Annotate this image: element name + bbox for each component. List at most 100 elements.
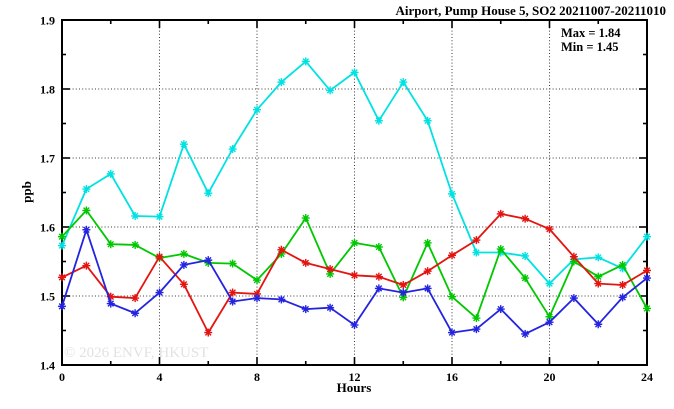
data-point-marker	[301, 214, 310, 223]
x-tick-label: 20	[544, 370, 556, 384]
data-point-marker	[569, 294, 578, 303]
data-point-marker	[545, 318, 554, 327]
data-point-marker	[58, 273, 66, 282]
data-point-marker	[399, 280, 408, 289]
data-point-marker	[58, 232, 66, 241]
data-point-marker	[643, 274, 651, 283]
data-point-marker	[496, 209, 505, 218]
data-point-marker	[131, 240, 140, 249]
series-blue	[58, 225, 651, 338]
x-tick-label: 24	[641, 370, 653, 384]
y-tick-label: 1.4	[40, 359, 55, 373]
plot-border	[61, 19, 648, 366]
data-point-marker	[82, 225, 91, 234]
data-point-marker	[350, 238, 359, 247]
data-point-marker	[496, 305, 505, 314]
data-point-marker	[448, 251, 456, 260]
data-point-marker	[228, 297, 237, 306]
data-point-marker	[228, 259, 237, 268]
data-point-marker	[204, 328, 213, 337]
data-point-marker	[131, 309, 140, 318]
data-point-marker	[521, 329, 530, 338]
data-point-marker	[179, 280, 188, 289]
x-tick-label: 12	[349, 370, 361, 384]
plot-frame	[61, 19, 648, 366]
data-point-marker	[301, 258, 310, 267]
data-point-marker	[448, 292, 456, 301]
max-annotation: Max = 1.84	[561, 26, 621, 40]
data-point-marker	[643, 304, 651, 313]
data-point-marker	[374, 116, 383, 125]
data-point-marker	[131, 211, 140, 220]
data-point-marker	[521, 214, 530, 223]
data-point-marker	[277, 295, 286, 304]
x-tick-label: 4	[157, 370, 163, 384]
data-point-marker	[594, 320, 603, 329]
data-point-marker	[106, 240, 115, 249]
data-point-marker	[521, 251, 530, 260]
data-point-marker	[472, 248, 481, 257]
data-point-marker	[179, 249, 188, 258]
data-point-marker	[277, 245, 286, 254]
data-point-marker	[106, 299, 115, 308]
data-point-marker	[301, 305, 310, 314]
series-red	[58, 209, 651, 337]
data-point-marker	[423, 238, 432, 247]
watermark: © 2026 ENVF, HKUST	[64, 345, 208, 361]
data-point-marker	[179, 260, 188, 269]
data-point-marker	[179, 140, 188, 149]
data-point-marker	[155, 212, 164, 221]
data-point-marker	[399, 78, 408, 87]
data-point-marker	[423, 116, 432, 125]
data-point-marker	[618, 293, 627, 302]
data-point-marker	[350, 68, 359, 77]
data-point-marker	[253, 105, 261, 114]
data-series	[58, 57, 651, 338]
data-point-marker	[350, 271, 359, 280]
data-point-marker	[82, 185, 91, 194]
data-point-marker	[545, 279, 554, 288]
tick-labels: 1.4 1.5 1.6 1.7 1.8 1.9 0 4 8 12 16 20 24	[40, 14, 653, 385]
x-tick-label: 0	[59, 370, 65, 384]
data-point-marker	[155, 252, 164, 261]
data-point-marker	[58, 302, 66, 311]
data-point-marker	[472, 314, 481, 323]
data-point-marker	[204, 256, 213, 265]
gridlines	[63, 21, 646, 364]
y-axis-title: ppb	[19, 181, 34, 203]
data-point-marker	[618, 260, 627, 269]
y-tick-label: 1.6	[40, 221, 55, 235]
data-point-marker	[374, 272, 383, 281]
data-point-marker	[277, 78, 286, 87]
data-point-marker	[594, 253, 603, 262]
chart-title: Airport, Pump House 5, SO2 20211007-2021…	[396, 3, 667, 18]
data-point-marker	[253, 276, 261, 285]
data-point-marker	[594, 279, 603, 288]
data-point-marker	[472, 236, 481, 245]
data-point-marker	[253, 294, 261, 303]
y-tick-label: 1.7	[40, 152, 55, 166]
data-point-marker	[618, 280, 627, 289]
data-point-marker	[82, 206, 91, 215]
data-point-marker	[496, 245, 505, 254]
data-point-marker	[643, 232, 651, 241]
data-point-marker	[58, 241, 66, 250]
data-point-marker	[399, 288, 408, 297]
data-point-marker	[326, 265, 335, 274]
x-tick-label: 16	[446, 370, 458, 384]
data-point-marker	[106, 169, 115, 178]
data-point-marker	[521, 274, 530, 283]
data-point-marker	[448, 328, 456, 337]
data-point-marker	[423, 284, 432, 293]
y-tick-label: 1.8	[40, 83, 55, 97]
data-point-marker	[350, 320, 359, 329]
min-annotation: Min = 1.45	[561, 40, 618, 54]
data-point-marker	[545, 225, 554, 234]
data-point-marker	[374, 284, 383, 293]
data-point-marker	[374, 243, 383, 252]
data-point-marker	[82, 261, 91, 270]
data-point-marker	[569, 252, 578, 261]
data-point-marker	[326, 303, 335, 312]
